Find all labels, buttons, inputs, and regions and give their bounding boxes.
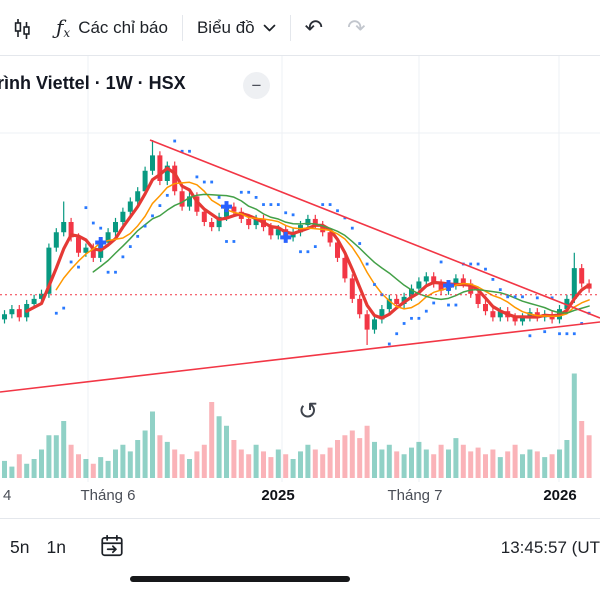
redo-icon: ↷ [347, 14, 366, 40]
timeframe-5n-button[interactable]: 5n [10, 537, 30, 557]
toolbar-divider [181, 14, 183, 41]
undo-icon: ↶ [304, 14, 324, 40]
refresh-icon: ↺ [297, 397, 319, 425]
timeframe-1n-button[interactable]: 1n [46, 537, 66, 557]
chart-type-button[interactable] [10, 16, 34, 40]
fx-icon: ƒx [56, 14, 71, 40]
go-to-date-button[interactable] [99, 533, 125, 562]
indicators-button-label: Các chỉ báo [78, 17, 168, 37]
chart-layout-label: Biểu đồ [196, 17, 255, 37]
chevron-down-icon [263, 24, 276, 32]
xaxis-label: Tháng 7 [387, 487, 443, 504]
top-toolbar: ƒx Các chỉ báo Biểu đồ ↶ ↷ [0, 0, 600, 56]
indicators-button[interactable]: ƒx Các chỉ báo [56, 17, 168, 39]
xaxis-label: 4 [3, 487, 12, 504]
collapse-indicators-button[interactable]: − [243, 72, 270, 99]
reload-chart-button[interactable]: ↺ [290, 393, 326, 429]
session-clock: 13:45:57 (UT [500, 537, 600, 557]
xaxis-label-year: 2026 [543, 487, 577, 504]
xaxis-label: Tháng 6 [80, 487, 136, 504]
minus-icon: − [251, 75, 262, 95]
chart-layout-button[interactable]: Biểu đồ [197, 18, 276, 38]
home-indicator[interactable] [130, 576, 350, 582]
redo-button[interactable]: ↷ [347, 14, 366, 40]
calendar-icon [99, 534, 125, 562]
candlestick-icon [10, 16, 34, 40]
bottom-toolbar: 5n 1n 13:45:57 (UT [0, 518, 600, 576]
toolbar-divider [289, 14, 291, 41]
xaxis-label-year: 2025 [261, 487, 295, 504]
undo-button[interactable]: ↶ [304, 14, 324, 40]
price-chart-canvas[interactable] [0, 56, 600, 518]
symbol-title[interactable]: rình Viettel · 1W · HSX [0, 73, 186, 93]
